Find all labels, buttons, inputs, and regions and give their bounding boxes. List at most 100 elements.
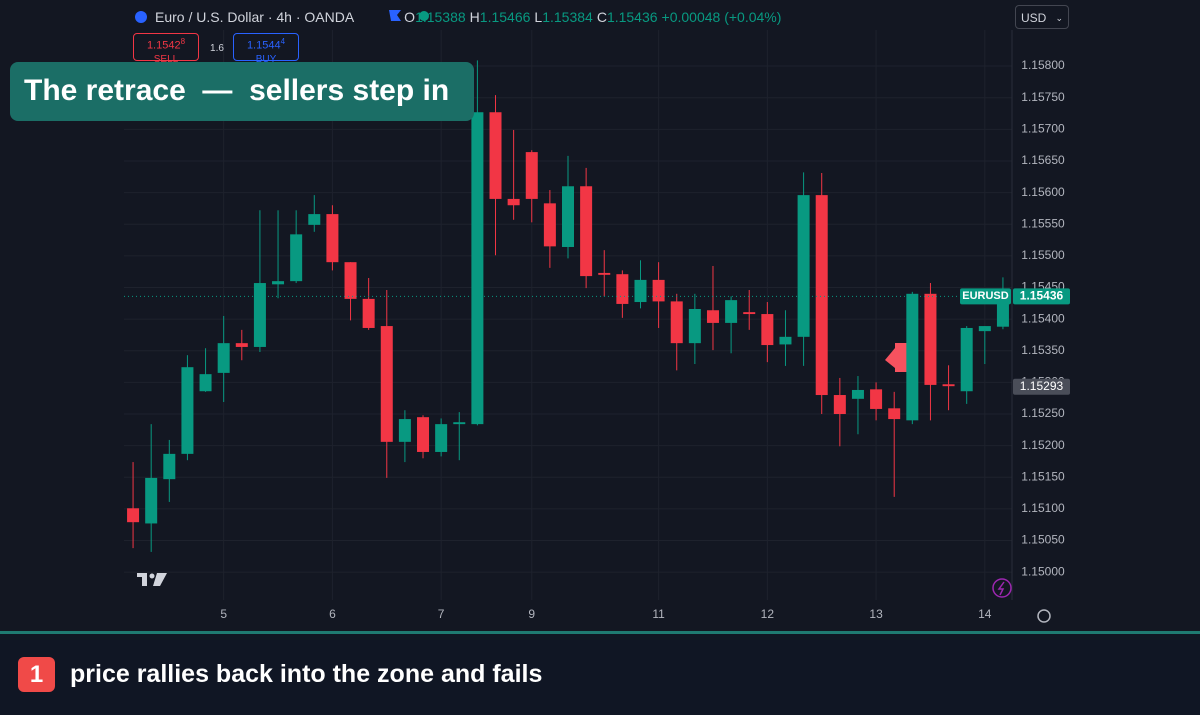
ohlc-value: 1.15436 <box>606 9 658 25</box>
ohlc-label: H <box>469 9 480 25</box>
candle-body <box>127 508 140 523</box>
candle-body <box>888 408 901 420</box>
sell-button[interactable]: 1.15428 SELL <box>133 33 199 65</box>
candle-body <box>290 234 303 282</box>
candle-body <box>417 417 430 452</box>
candle-body <box>489 112 502 199</box>
candle-body <box>580 186 593 277</box>
chevron: ⌄ <box>1055 13 1063 23</box>
ohlc-label: O <box>404 9 416 25</box>
y-tick-label: 1.15250 <box>1021 406 1065 420</box>
sell-price: 1.1542 <box>146 39 181 52</box>
symbol-title: Euro / U.S. Dollar · 4h · OANDA <box>155 9 355 25</box>
currency-select[interactable]: USD ⌄ <box>1015 5 1069 29</box>
candle-body <box>833 395 846 415</box>
x-tick-label: 14 <box>978 607 992 621</box>
candle-body <box>634 279 647 303</box>
candle-body <box>453 422 466 425</box>
candle-body <box>308 214 321 225</box>
buy-label: BUY <box>255 53 277 65</box>
candle-body <box>906 293 919 421</box>
y-tick-label: 1.15050 <box>1021 533 1065 547</box>
arrow-marker <box>885 343 912 372</box>
y-tick-label: 1.15700 <box>1021 121 1065 135</box>
sell-label: SELL <box>153 53 179 65</box>
x-tick-label: 5 <box>220 607 227 621</box>
buy-price: 1.1544 <box>246 39 281 52</box>
y-tick-label: 1.15200 <box>1021 438 1065 452</box>
currency: USD <box>1021 11 1047 25</box>
symbol-icon <box>135 11 147 23</box>
symbol-tag <box>960 288 1011 305</box>
candle-body <box>616 274 629 304</box>
price-tag <box>1013 288 1070 305</box>
candle-body <box>743 312 756 315</box>
x-tick-label: 7 <box>438 607 445 621</box>
step-badge: 1 <box>18 657 55 692</box>
settings-icon[interactable] <box>1037 609 1051 623</box>
candle-body <box>688 308 701 344</box>
y-tick-label: 1.15350 <box>1021 343 1065 357</box>
y-tick-label: 1.15550 <box>1021 216 1065 230</box>
candle-body <box>960 327 973 392</box>
candle-body <box>344 262 357 299</box>
buy-pip: 4 <box>280 37 286 46</box>
y-tick-label: 1.15600 <box>1021 185 1065 199</box>
candle-body <box>815 195 828 396</box>
candle-body <box>870 389 883 409</box>
candle-body <box>978 326 991 332</box>
candle-body <box>942 384 955 387</box>
x-tick-label: 11 <box>652 607 665 621</box>
ohlc-value: 1.15388 <box>415 9 466 25</box>
candle-body <box>670 301 683 344</box>
candle-body <box>598 272 611 275</box>
y-tick-label: 1.15150 <box>1021 469 1065 483</box>
y-tick-label: 1.15400 <box>1021 311 1065 325</box>
candle-body <box>253 283 266 347</box>
overlay-title: The retrace — sellers step in <box>10 62 474 121</box>
ohlc-value: 1.15466 <box>479 9 531 25</box>
candle-body <box>326 214 339 263</box>
candle-body <box>398 419 411 442</box>
lightning-icon[interactable] <box>992 578 1012 598</box>
marker-tag-label: 1.15293 <box>1020 379 1064 393</box>
y-tick-label: 1.15500 <box>1021 248 1065 262</box>
candle-body <box>145 477 158 524</box>
price-axis-bg <box>1012 0 1072 631</box>
candle-body <box>235 343 248 347</box>
candle-body <box>362 298 375 328</box>
candle-body <box>924 293 937 385</box>
y-tick-label: 1.15000 <box>1021 564 1065 578</box>
ohlc-label: C <box>596 9 607 25</box>
candle-body <box>761 314 774 346</box>
tv-logo <box>137 573 167 586</box>
chart: 1.15000 1.15050 1.15100 1.15150 1.15200 1.152… <box>124 0 1072 631</box>
y-tick-label: 1.15650 <box>1021 153 1065 167</box>
lightning-bolt <box>997 581 1005 596</box>
y-tick-label: 1.15750 <box>1021 90 1065 104</box>
ohlc-value: 1.15384 <box>542 9 593 25</box>
marker-tag <box>1013 378 1070 395</box>
change: +0.00048 (+0.04%) <box>661 9 782 25</box>
x-tick-label: 9 <box>528 607 535 621</box>
candle-body <box>435 424 448 452</box>
candle-body <box>217 343 230 373</box>
x-tick-label: 12 <box>761 607 775 621</box>
sell-pip: 8 <box>180 37 186 46</box>
candle-body <box>706 310 719 323</box>
flag-icon[interactable] <box>389 10 401 21</box>
footer: 1 price rallies back into the zone and f… <box>0 631 1200 715</box>
ohlc-label: L <box>534 9 543 25</box>
x-tick-label: 6 <box>329 607 336 621</box>
symbol-label: EURUSD <box>962 290 1009 302</box>
candle-body <box>380 326 393 442</box>
candle-body <box>779 336 792 345</box>
y-tick-label: 1.15800 <box>1021 58 1065 72</box>
candle-body <box>562 186 574 247</box>
candle-body <box>543 203 556 247</box>
spread: 1.6 <box>210 43 224 54</box>
price-tag-label: 1.15436 <box>1020 289 1064 303</box>
candle-body <box>471 112 484 425</box>
buy-button[interactable]: 1.15444 BUY <box>233 33 299 65</box>
